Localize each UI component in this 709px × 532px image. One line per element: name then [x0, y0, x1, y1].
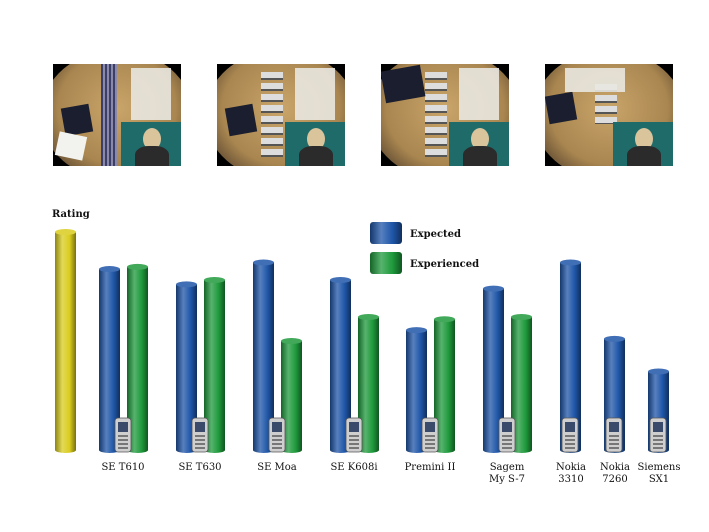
video-still-2 [217, 64, 345, 166]
category-label: Siemens [638, 462, 681, 473]
bars [55, 229, 669, 453]
category-label: SE T610 [101, 462, 144, 473]
phone-image [114, 417, 132, 453]
category-label: 7260 [602, 474, 627, 485]
y-axis-label: Rating [52, 209, 90, 220]
video-still-4 [545, 64, 673, 166]
category-label: 3310 [558, 474, 583, 485]
legend-label: Experienced [410, 259, 479, 270]
bar-expected-5 [483, 285, 504, 453]
category-label: SE Moa [257, 462, 297, 473]
bar-experienced-2 [281, 338, 302, 453]
bar-experienced-0 [127, 263, 148, 453]
phone-image [498, 417, 516, 453]
category-label: Nokia [600, 462, 630, 473]
phone-image [268, 417, 286, 453]
category-label: SE T630 [178, 462, 221, 473]
bar-expected-1 [176, 281, 197, 453]
legend-entry: Expected [370, 222, 461, 244]
bar-experienced-5 [511, 314, 532, 453]
category-label: My S-7 [489, 474, 525, 485]
bar-experienced-3 [358, 314, 379, 453]
phone-image [191, 417, 209, 453]
category-label: SE K608i [330, 462, 377, 473]
category-label: Nokia [556, 462, 586, 473]
category-label: Sagem [490, 462, 525, 473]
phone-image [345, 417, 363, 453]
legend-label: Expected [410, 229, 461, 240]
video-still-1 [53, 64, 181, 166]
video-stills [0, 0, 709, 180]
category-label: SX1 [649, 474, 669, 485]
phone-image [649, 417, 667, 453]
category-labels: SE T610 SE T630 SE Moa SE K608i Premini II Sa… [101, 462, 680, 485]
video-still-3 [381, 64, 509, 166]
bar-expected-0 [99, 266, 120, 453]
legend: Expected Experienced [370, 222, 479, 274]
bar-experienced-4 [434, 316, 455, 453]
category-label: Premini II [405, 462, 456, 473]
bar-experienced-1 [204, 276, 225, 453]
bar-expected-3 [330, 276, 351, 453]
phone-image [561, 417, 579, 453]
phone-image [605, 417, 623, 453]
phone-image [421, 417, 439, 453]
legend-entry: Experienced [370, 252, 479, 274]
reference-bar [55, 229, 76, 453]
phone-images [114, 417, 667, 453]
